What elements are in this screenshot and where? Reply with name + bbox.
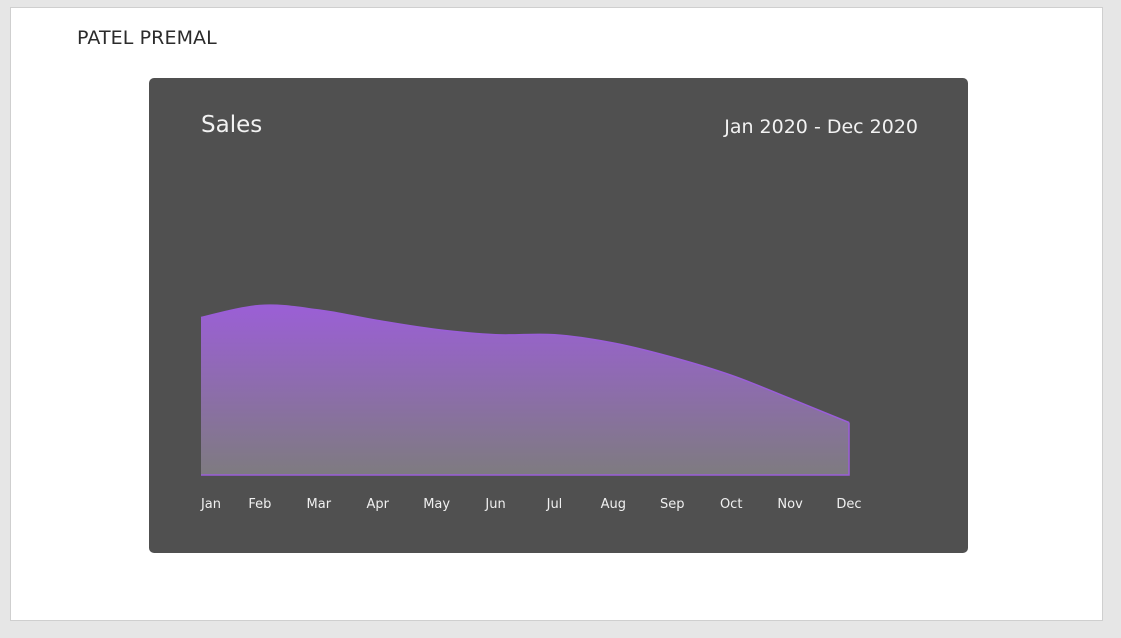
slide: PATEL PREMAL Jan Feb Mar Apr May Jun Jul Aug Sep… (10, 7, 1103, 621)
data-point-may[interactable] (433, 326, 441, 334)
data-point-aug[interactable] (609, 339, 617, 347)
data-point-apr[interactable] (374, 317, 382, 325)
x-tick-apr: Apr (366, 497, 389, 512)
area-chart: Jan Feb Mar Apr May Jun Jul Aug Sep Oct Nov Dec (197, 302, 862, 512)
data-point-dec[interactable] (845, 419, 853, 427)
x-tick-oct: Oct (720, 497, 742, 512)
sales-area-fill (201, 305, 849, 475)
x-tick-dec: Dec (836, 497, 861, 512)
x-tick-feb: Feb (248, 497, 271, 512)
x-tick-jan: Jan (200, 497, 221, 512)
x-tick-aug: Aug (601, 497, 626, 512)
x-tick-mar: Mar (307, 497, 332, 512)
x-tick-nov: Nov (777, 497, 803, 512)
x-tick-may: May (423, 497, 450, 512)
x-tick-jul: Jul (546, 497, 563, 512)
data-point-jan[interactable] (197, 314, 205, 322)
x-tick-jun: Jun (484, 497, 505, 512)
x-axis-ticks: Jan Feb Mar Apr May Jun Jul Aug Sep Oct Nov Dec (200, 497, 862, 512)
data-point-oct[interactable] (727, 371, 735, 379)
data-point-jul[interactable] (550, 331, 558, 339)
data-point-mar[interactable] (315, 306, 323, 314)
sales-area-edge (201, 422, 850, 476)
area-series (197, 302, 853, 476)
date-range-label: Jan 2020 - Dec 2020 (724, 116, 918, 138)
author-name: PATEL PREMAL (77, 27, 217, 49)
data-point-sep[interactable] (668, 353, 676, 361)
chart-card: Jan Feb Mar Apr May Jun Jul Aug Sep Oct Nov Dec Sal… (149, 78, 968, 553)
chart-title: Sales (201, 112, 263, 138)
sales-area-line (200, 304, 850, 424)
data-point-feb[interactable] (256, 302, 264, 310)
x-tick-sep: Sep (660, 497, 685, 512)
data-point-nov[interactable] (786, 395, 794, 403)
data-point-jun[interactable] (492, 331, 500, 339)
